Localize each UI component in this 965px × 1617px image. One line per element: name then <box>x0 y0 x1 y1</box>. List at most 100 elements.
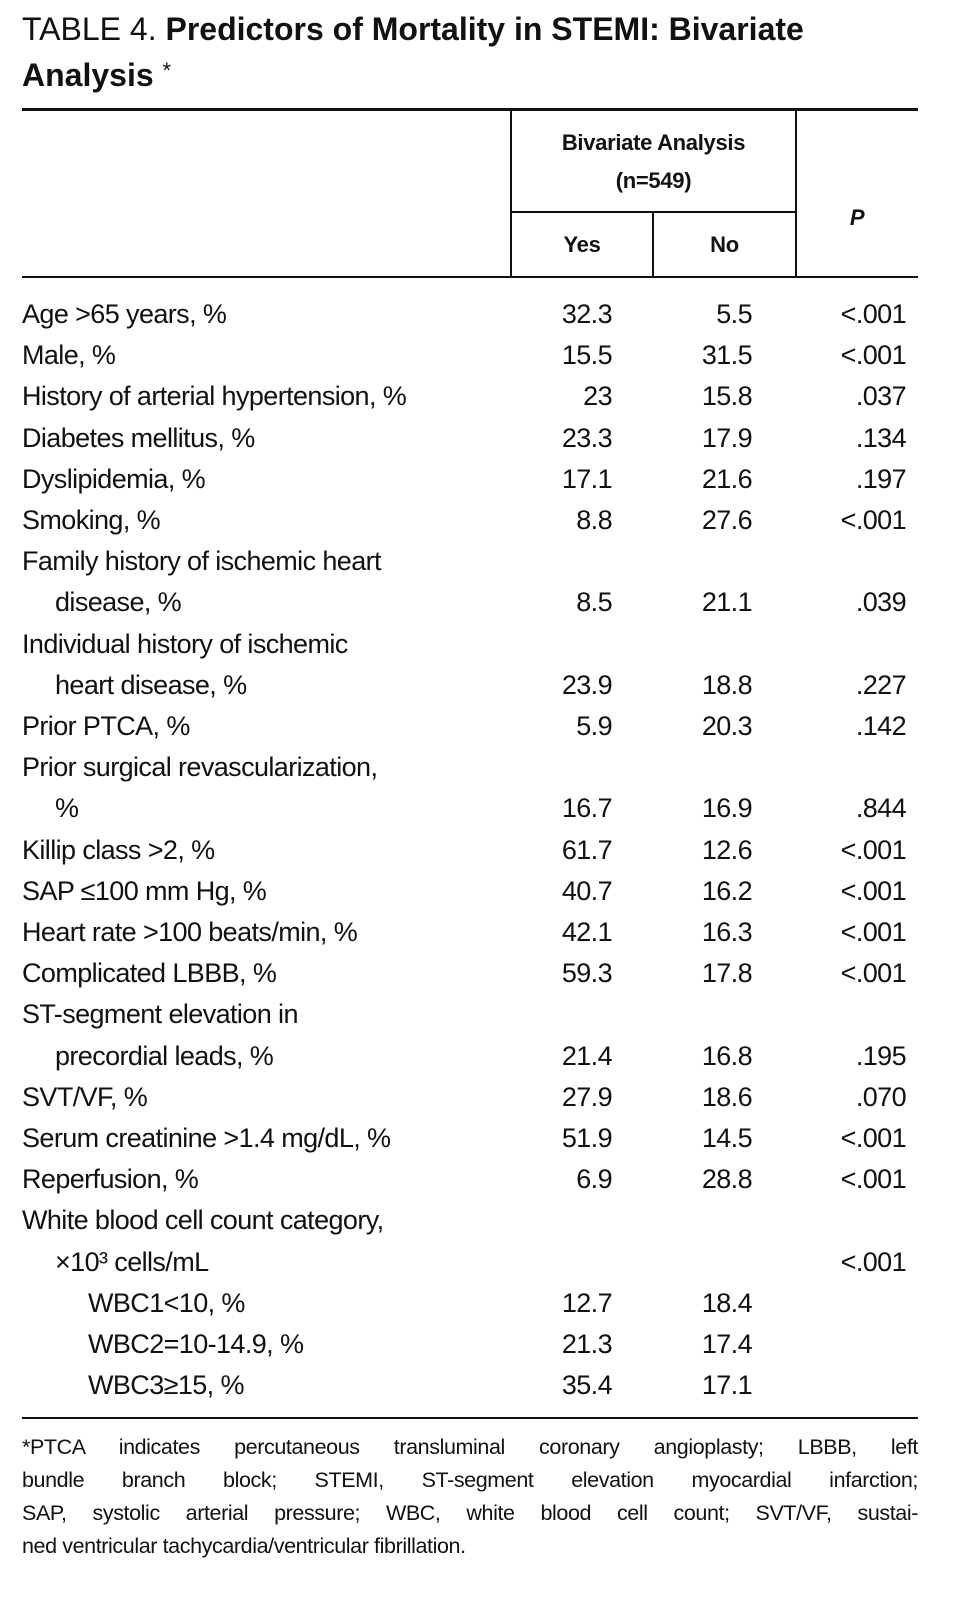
yes-value: 27.9 <box>561 1081 613 1112</box>
no-value: 18.8 <box>701 669 753 700</box>
row-label: Killip class >2, % <box>22 834 215 865</box>
header-bottom-rule <box>22 276 918 278</box>
yes-value: 23.3 <box>561 422 613 453</box>
no-value: 17.8 <box>701 958 753 989</box>
yes-value: 15.5 <box>561 340 613 371</box>
no-value: 21.6 <box>701 463 753 494</box>
no-value: 17.9 <box>701 422 753 453</box>
row-label: disease, % <box>55 587 182 618</box>
no-value: 17.1 <box>701 1370 753 1401</box>
col-rule <box>510 110 512 278</box>
no-value: 28.8 <box>701 1164 753 1195</box>
row-label: heart disease, % <box>55 669 247 700</box>
p-value: .037 <box>855 381 907 412</box>
p-value: .142 <box>855 711 907 741</box>
no-value: 21.1 <box>701 587 753 618</box>
yes-value: 32.3 <box>561 299 613 329</box>
yes-value: 21.4 <box>561 1040 613 1071</box>
p-value: <.001 <box>840 875 907 906</box>
row-label: Prior PTCA, % <box>22 711 190 741</box>
row-label: Serum creatinine >1.4 mg/dL, % <box>22 1123 391 1153</box>
yes-value: 59.3 <box>561 958 613 989</box>
row-label: White blood cell count category, <box>22 1205 384 1236</box>
subrow-label: WBC1<10, % <box>88 1287 245 1318</box>
header-group: Bivariate Analysis <box>561 130 746 155</box>
table-label: TABLE 4. <box>22 11 157 47</box>
top-rule <box>22 108 918 111</box>
yes-value: 8.8 <box>576 505 612 535</box>
row-label: Age >65 years, % <box>22 299 227 329</box>
row-label: Reperfusion, % <box>22 1164 199 1195</box>
p-value: <.001 <box>840 340 907 371</box>
col-rule <box>652 212 654 278</box>
no-value: 16.9 <box>701 793 753 824</box>
yes-value: 6.9 <box>576 1164 612 1195</box>
p-value: <.001 <box>840 917 907 947</box>
subrow-label: WBC2=10-14.9, % <box>88 1329 304 1359</box>
yes-value: 16.7 <box>561 793 613 824</box>
no-value: 27.6 <box>701 505 753 535</box>
p-value: .134 <box>855 422 907 453</box>
row-label: Male, % <box>22 340 116 371</box>
no-value: 16.2 <box>701 875 753 906</box>
header-no: No <box>710 232 739 257</box>
row-label: Prior surgical revascularization, <box>22 752 378 783</box>
yes-value: 8.5 <box>576 587 612 618</box>
row-label: Diabetes mellitus, % <box>22 422 255 453</box>
p-value: <.001 <box>840 1164 907 1195</box>
col-rule <box>795 110 797 278</box>
yes-value: 17.1 <box>561 463 613 494</box>
footnote-line: ned ventricular tachycardia/ventricular … <box>22 1534 466 1558</box>
row-label: % <box>55 793 79 824</box>
p-value: .195 <box>855 1040 907 1071</box>
row-label: Heart rate >100 beats/min, % <box>22 917 358 947</box>
no-value: 18.4 <box>701 1287 753 1318</box>
footnote-mark: * <box>162 58 172 83</box>
p-value: .844 <box>855 793 907 824</box>
row-label: Dyslipidemia, % <box>22 463 206 494</box>
subrow-label: WBC3≥15, % <box>88 1370 244 1401</box>
no-value: 18.6 <box>701 1081 753 1112</box>
footnote-line: bundle branch block; STEMI, ST-segment e… <box>22 1468 918 1492</box>
row-label: precordial leads, % <box>55 1040 274 1071</box>
yes-value: 12.7 <box>561 1287 613 1318</box>
yes-value: 35.4 <box>561 1370 613 1401</box>
p-value: .227 <box>855 669 907 700</box>
p-value: <.001 <box>840 958 907 989</box>
no-value: 31.5 <box>701 340 753 371</box>
yes-value: 5.9 <box>576 711 612 741</box>
table-title: Predictors of Mortality in STEMI: Bivari… <box>22 11 804 93</box>
row-label: Smoking, % <box>22 505 161 535</box>
yes-value: 40.7 <box>561 875 613 906</box>
footnote-line: *PTCA indicates percutaneous translumina… <box>22 1435 918 1459</box>
row-label: SVT/VF, % <box>22 1081 148 1112</box>
p-value: <.001 <box>840 1123 907 1153</box>
no-value: 17.4 <box>701 1329 753 1359</box>
header-p: P <box>849 205 865 230</box>
title: TABLE 4. Predictors of Mortality in STEM… <box>22 8 902 96</box>
p-value: .070 <box>855 1081 907 1112</box>
p-value: <.001 <box>840 834 907 865</box>
header-rule <box>511 211 796 213</box>
p-value: .039 <box>855 587 907 618</box>
yes-value: 61.7 <box>561 834 613 865</box>
no-value: 12.6 <box>701 834 753 865</box>
p-value: <.001 <box>840 299 907 329</box>
row-label: History of arterial hypertension, % <box>22 381 407 412</box>
header-group: (n=549) <box>615 168 692 193</box>
yes-value: 23 <box>583 381 612 412</box>
no-value: 15.8 <box>701 381 753 412</box>
header-yes: Yes <box>563 232 601 257</box>
row-label: Family history of ischemic heart <box>22 546 382 577</box>
p-value: <.001 <box>840 505 907 535</box>
p-value: <.001 <box>840 1246 907 1277</box>
footnote-line: SAP, systolic arterial pressure; WBC, wh… <box>22 1501 918 1525</box>
row-label: Individual history of ischemic <box>22 628 348 659</box>
yes-value: 42.1 <box>561 917 613 947</box>
no-value: 20.3 <box>701 711 753 741</box>
yes-value: 21.3 <box>561 1329 613 1359</box>
no-value: 5.5 <box>716 299 752 329</box>
row-label: ×10³ cells/mL <box>55 1246 209 1277</box>
no-value: 16.8 <box>701 1040 753 1071</box>
